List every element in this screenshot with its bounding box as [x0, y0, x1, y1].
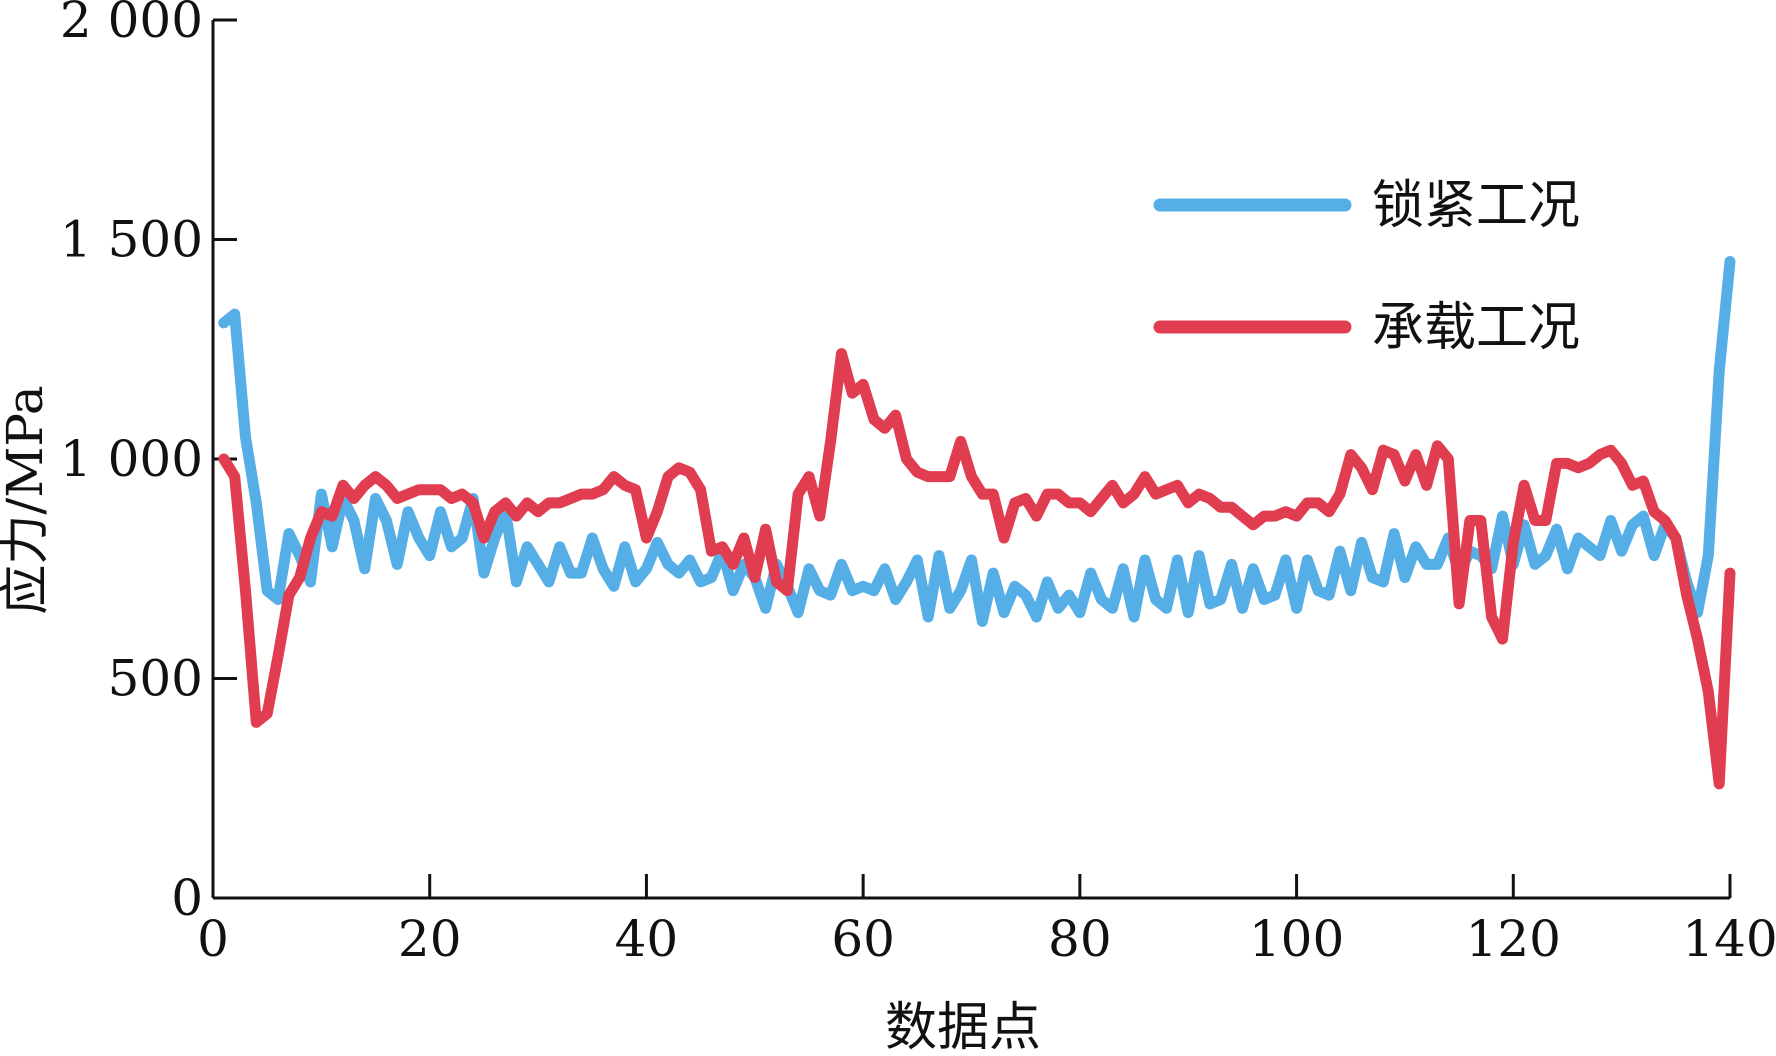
y-tick-label: 1 500 [60, 211, 203, 269]
legend-label-1: 承载工况 [1372, 298, 1580, 358]
y-tick-label: 0 [171, 869, 203, 927]
x-tick-label: 100 [1249, 910, 1344, 968]
x-tick-label: 60 [831, 910, 895, 968]
y-tick-label: 500 [108, 650, 203, 708]
legend-label-0: 锁紧工况 [1372, 176, 1580, 236]
x-tick-label: 0 [197, 910, 229, 968]
series-line-1 [218, 348, 1736, 790]
y-tick-label: 2 000 [60, 0, 203, 49]
series-lines [218, 256, 1736, 790]
axes: 0 500 1 000 1 500 2 000 0 20 40 60 80 100 120 140 [60, 0, 1776, 968]
y-tick-label: 1 000 [60, 430, 203, 488]
x-tick-label: 120 [1466, 910, 1561, 968]
x-axis-label: 数据点 [885, 998, 1041, 1052]
y-axis-label: 应力/MPa [0, 385, 54, 614]
x-tick-label: 40 [615, 910, 679, 968]
x-tick-label: 140 [1682, 910, 1776, 968]
x-tick-label: 20 [398, 910, 462, 968]
axis-labels: 应力/MPa 数据点 [0, 385, 1041, 1056]
x-tick-label: 80 [1048, 910, 1112, 968]
